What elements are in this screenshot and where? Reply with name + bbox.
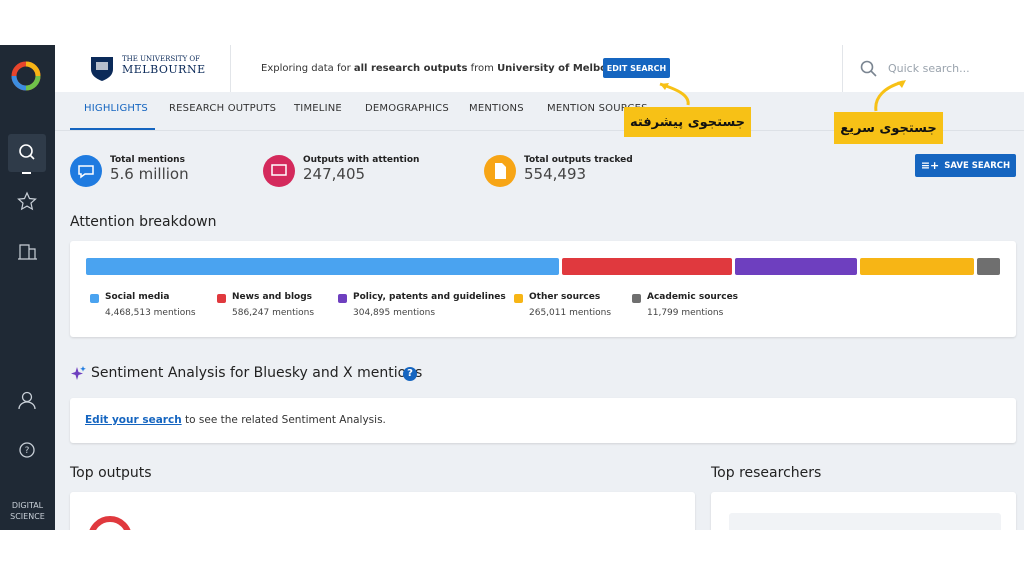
- bar-segment: [86, 258, 559, 275]
- legend-count: 304,895 mentions: [353, 308, 436, 318]
- legend-swatch: [90, 294, 99, 303]
- stat-value: 5.6 million: [110, 165, 189, 183]
- stat-value: 247,405: [303, 165, 366, 183]
- text: from: [470, 63, 494, 74]
- sparkle-icon: [71, 366, 86, 380]
- logo-top: THE UNIVERSITY OF: [122, 55, 201, 63]
- explore-text: Exploring data for all research outputs …: [261, 63, 633, 74]
- bar-segment: [562, 258, 732, 275]
- outputs-card: [70, 492, 695, 530]
- legend-name: Academic sources: [647, 292, 739, 302]
- header: THE UNIVERSITY OF MELBOURNE Exploring dat…: [55, 45, 1024, 92]
- text: Exploring data for: [261, 63, 351, 74]
- svg-text:?: ?: [25, 446, 30, 456]
- legend-swatch: [217, 294, 226, 303]
- stat-label: Total mentions: [110, 155, 185, 165]
- search-icon: [860, 60, 877, 77]
- stat: Total mentions 5.6 million: [110, 155, 189, 183]
- tab[interactable]: MENTION SOURCES: [547, 103, 648, 114]
- institution-nav[interactable]: [18, 244, 37, 260]
- bar-segment: [977, 258, 1000, 275]
- sidebar: ? DIGITAL SCIENCE: [0, 45, 55, 530]
- university-name: THE UNIVERSITY OF MELBOURNE: [122, 55, 206, 76]
- text: to see the related Sentiment Analysis.: [185, 414, 386, 426]
- text: all research outputs: [353, 63, 468, 74]
- stat-label: Total outputs tracked: [524, 155, 633, 165]
- legend-count: 265,011 mentions: [529, 308, 612, 318]
- brand: DIGITAL SCIENCE: [0, 500, 55, 522]
- app: ? DIGITAL SCIENCE THE UNIVERSITY OF MELBOU…: [0, 45, 1024, 530]
- stat-icons: [70, 155, 516, 187]
- legend-swatch: [632, 294, 641, 303]
- legend-name: Social media: [105, 292, 170, 302]
- tab[interactable]: HIGHLIGHTS: [84, 103, 148, 114]
- edit-search-button[interactable]: EDIT SEARCH: [603, 58, 670, 78]
- quick-search-input[interactable]: Quick search...: [888, 62, 970, 75]
- legend-count: 4,468,513 mentions: [105, 308, 196, 318]
- annotation: جستجوی پیشرفته: [624, 107, 751, 137]
- section-title: Sentiment Analysis for Bluesky and X men…: [91, 365, 423, 381]
- legend-name: Policy, patents and guidelines: [353, 292, 506, 302]
- legend-name: Other sources: [529, 292, 601, 302]
- bar-segment: [735, 258, 857, 275]
- tab[interactable]: DEMOGRAPHICS: [365, 103, 449, 114]
- button-label: SAVE SEARCH: [944, 160, 1011, 171]
- university-crest: [91, 57, 113, 81]
- tab[interactable]: RESEARCH OUTPUTS: [169, 103, 277, 114]
- annotation-arrows: [659, 80, 906, 112]
- annotation: جستجوی سریع: [834, 112, 943, 144]
- user-nav[interactable]: [21, 391, 33, 403]
- legend-count: 11,799 mentions: [647, 308, 724, 318]
- sidebar-icons: ?: [8, 61, 46, 458]
- search-nav[interactable]: [8, 134, 46, 172]
- legend-count: 586,247 mentions: [232, 308, 315, 318]
- stat-label: Outputs with attention: [303, 155, 420, 165]
- edit-search-link[interactable]: Edit your search: [85, 414, 182, 426]
- breakdown-bar: [86, 258, 1000, 275]
- help-nav[interactable]: [19, 442, 35, 458]
- sentiment-card: Edit your search to see the related Sent…: [70, 398, 1016, 443]
- section-title: Top researchers: [711, 465, 822, 481]
- save-search-button[interactable]: ≡+ SAVE SEARCH: [915, 154, 1016, 177]
- logo-bottom: MELBOURNE: [122, 63, 206, 76]
- section-title: Attention breakdown: [70, 214, 217, 230]
- brand-line: SCIENCE: [10, 512, 45, 521]
- text: University of Melbourne: [497, 63, 633, 74]
- tab[interactable]: MENTIONS: [469, 103, 524, 114]
- tab[interactable]: TIMELINE: [294, 103, 342, 114]
- stat: Total outputs tracked 554,493: [524, 155, 633, 183]
- stat-value: 554,493: [524, 165, 587, 183]
- legend-swatch: [514, 294, 523, 303]
- help-badge[interactable]: ?: [403, 367, 417, 381]
- section-title: Top outputs: [70, 465, 152, 481]
- breakdown-card: Social media 4,468,513 mentions News and b…: [70, 241, 1016, 337]
- bar-segment: [860, 258, 974, 275]
- brand-line: DIGITAL: [11, 501, 44, 510]
- legend-swatch: [338, 294, 347, 303]
- researchers-card: [711, 492, 1016, 530]
- star-nav[interactable]: [17, 191, 37, 211]
- legend-name: News and blogs: [232, 292, 313, 302]
- stat: Outputs with attention 247,405: [303, 155, 419, 183]
